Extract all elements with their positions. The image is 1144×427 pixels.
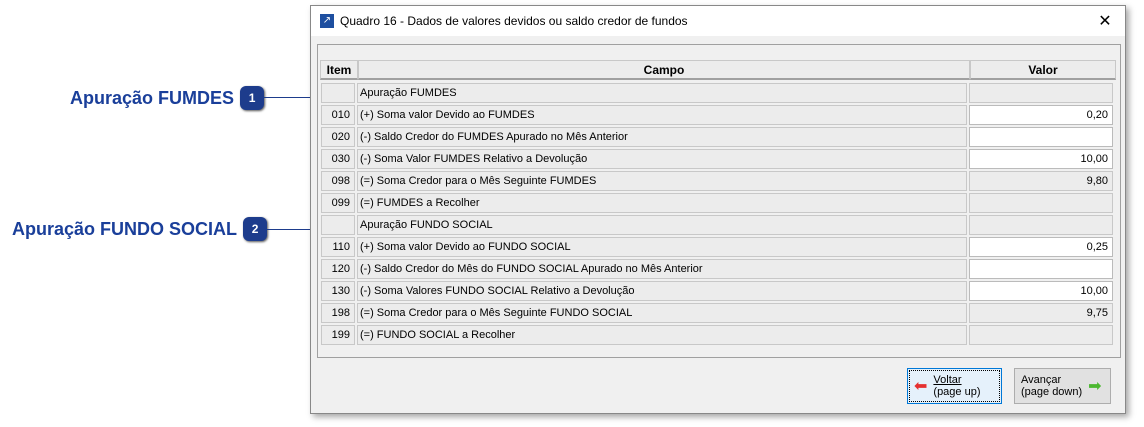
table-header: Item Campo Valor xyxy=(320,60,1116,80)
cell-item: 010 xyxy=(321,105,355,125)
cell-campo: (=) Soma Credor para o Mês Seguinte FUND… xyxy=(357,303,967,323)
back-sub: (page up) xyxy=(933,386,981,398)
cell-valor xyxy=(969,193,1113,213)
cell-campo: Apuração FUMDES xyxy=(357,83,967,103)
cell-item: 130 xyxy=(321,281,355,301)
cell-item: 099 xyxy=(321,193,355,213)
table-panel: Item Campo Valor Apuração FUMDES 010 (+) S… xyxy=(317,44,1121,358)
cell-valor[interactable] xyxy=(969,127,1113,147)
arrow-left-icon: ⬅ xyxy=(914,378,928,395)
callout-fumdes: Apuração FUMDES 1 xyxy=(70,86,265,110)
cell-valor xyxy=(969,83,1113,103)
next-label: Avançar xyxy=(1021,374,1062,386)
header-campo: Campo xyxy=(358,60,970,80)
cell-campo: (-) Soma Valores FUNDO SOCIAL Relativo a… xyxy=(357,281,967,301)
table-row: 120 (-) Saldo Credor do Mês do FUNDO SOCI… xyxy=(320,258,1114,280)
cell-item: 199 xyxy=(321,325,355,345)
back-button[interactable]: ⬅ Voltar (page up) xyxy=(907,368,1002,404)
cell-item: 110 xyxy=(321,237,355,257)
cell-item: 098 xyxy=(321,171,355,191)
callout-line xyxy=(264,229,316,230)
cell-item: 120 xyxy=(321,259,355,279)
back-label: Voltar xyxy=(933,374,962,386)
header-item: Item xyxy=(320,60,358,80)
cell-item: 030 xyxy=(321,149,355,169)
table-row: 010 (+) Soma valor Devido ao FUMDES 0,20 xyxy=(320,104,1114,126)
cell-valor[interactable] xyxy=(969,259,1113,279)
app-icon: ↗ xyxy=(320,14,334,28)
cell-valor[interactable]: 10,00 xyxy=(969,281,1113,301)
cell-campo: (-) Saldo Credor do Mês do FUNDO SOCIAL … xyxy=(357,259,967,279)
cell-item xyxy=(321,215,355,235)
cell-campo: (=) FUMDES a Recolher xyxy=(357,193,967,213)
callout-fundo-social: Apuração FUNDO SOCIAL 2 xyxy=(12,217,268,241)
cell-valor[interactable]: 0,25 xyxy=(969,237,1113,257)
window-title: Quadro 16 - Dados de valores devidos ou … xyxy=(340,14,688,28)
cell-valor: 9,75 xyxy=(969,303,1113,323)
cell-campo: (+) Soma valor Devido ao FUNDO SOCIAL xyxy=(357,237,967,257)
cell-campo: (+) Soma valor Devido ao FUMDES xyxy=(357,105,967,125)
cell-valor xyxy=(969,325,1113,345)
cell-item: 020 xyxy=(321,127,355,147)
cell-campo: (=) Soma Credor para o Mês Seguinte FUMD… xyxy=(357,171,967,191)
table-row: 199 (=) FUNDO SOCIAL a Recolher xyxy=(320,324,1114,346)
next-sub: (page down) xyxy=(1021,386,1083,398)
callout-badge: 1 xyxy=(240,86,265,110)
table-row: Apuração FUNDO SOCIAL xyxy=(320,214,1114,236)
cell-campo: (-) Saldo Credor do FUMDES Apurado no Mê… xyxy=(357,127,967,147)
cell-item xyxy=(321,83,355,103)
table-row: 030 (-) Soma Valor FUMDES Relativo a Devo… xyxy=(320,148,1114,170)
callout-label: Apuração FUNDO SOCIAL xyxy=(12,218,238,239)
cell-campo: Apuração FUNDO SOCIAL xyxy=(357,215,967,235)
table-row: 130 (-) Soma Valores FUNDO SOCIAL Relativ… xyxy=(320,280,1114,302)
arrow-right-icon: ➡ xyxy=(1088,378,1102,395)
table-row: 099 (=) FUMDES a Recolher xyxy=(320,192,1114,214)
close-icon[interactable]: ✕ xyxy=(1098,13,1112,30)
cell-campo: (=) FUNDO SOCIAL a Recolher xyxy=(357,325,967,345)
table-row: Apuração FUMDES xyxy=(320,82,1114,104)
table-row: 110 (+) Soma valor Devido ao FUNDO SOCIAL… xyxy=(320,236,1114,258)
callout-label: Apuração FUMDES xyxy=(70,87,235,108)
cell-item: 198 xyxy=(321,303,355,323)
cell-valor xyxy=(969,215,1113,235)
callout-badge: 2 xyxy=(243,217,268,241)
cell-valor[interactable]: 0,20 xyxy=(969,105,1113,125)
table-row: 098 (=) Soma Credor para o Mês Seguinte F… xyxy=(320,170,1114,192)
title-bar: ↗ Quadro 16 - Dados de valores devidos o… xyxy=(311,6,1125,36)
cell-valor[interactable]: 10,00 xyxy=(969,149,1113,169)
callout-line xyxy=(264,97,316,98)
table-body: Apuração FUMDES 010 (+) Soma valor Devido … xyxy=(320,82,1114,346)
next-button[interactable]: Avançar (page down) ➡ xyxy=(1014,368,1111,404)
cell-campo: (-) Soma Valor FUMDES Relativo a Devoluç… xyxy=(357,149,967,169)
cell-valor: 9,80 xyxy=(969,171,1113,191)
header-valor: Valor xyxy=(970,60,1116,80)
table-row: 020 (-) Saldo Credor do FUMDES Apurado no… xyxy=(320,126,1114,148)
dialog-window: ↗ Quadro 16 - Dados de valores devidos o… xyxy=(310,5,1126,414)
table-row: 198 (=) Soma Credor para o Mês Seguinte F… xyxy=(320,302,1114,324)
